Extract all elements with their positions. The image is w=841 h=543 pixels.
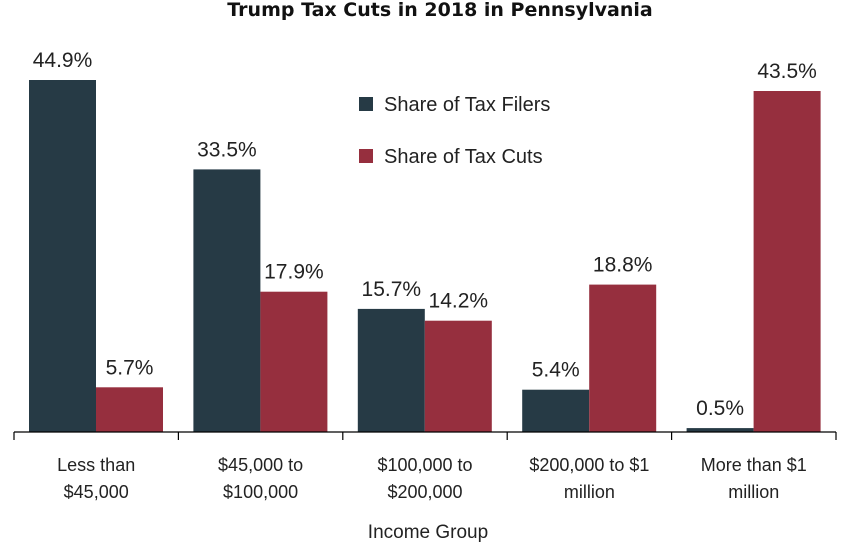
x-tick-label: $45,000 to $100,000: [218, 455, 303, 502]
value-label: 18.8%: [593, 254, 653, 277]
value-label: 44.9%: [33, 49, 93, 72]
bar-cuts-2: [424, 320, 492, 432]
bar-filers-1: [193, 169, 261, 432]
x-tick-label: More than $1 million: [701, 455, 807, 502]
value-labels-group: 44.9% 5.7% 33.5% 17.9% 15.7% 14.2% 5.4% 18.8% 0.…: [33, 49, 817, 420]
value-label: 15.7%: [362, 278, 422, 301]
x-axis: Less than $45,000 $45,000 to $100,000 $100,0…: [13, 431, 837, 502]
bar-cuts-1: [260, 291, 328, 432]
chart-title: Trump Tax Cuts in 2018 in Pennsylvania: [227, 0, 652, 21]
legend-label: Share of Tax Filers: [384, 94, 550, 116]
bar-filers-2: [357, 308, 425, 432]
legend-swatch: [359, 149, 373, 163]
legend: Share of Tax Filers Share of Tax Cuts: [359, 94, 550, 168]
bar-cuts-4: [753, 91, 821, 432]
legend-label: Share of Tax Cuts: [384, 146, 543, 168]
value-label: 0.5%: [696, 397, 744, 420]
x-tick-label: $100,000 to $200,000: [377, 455, 472, 502]
x-tick-label: $200,000 to $1 million: [529, 455, 649, 502]
value-label: 5.4%: [532, 359, 580, 382]
value-label: 5.7%: [106, 356, 154, 379]
x-axis-title: Income Group: [368, 522, 488, 543]
x-tick-label: Less than $45,000: [57, 455, 135, 502]
bar-filers-4: [686, 428, 754, 432]
bar-filers-0: [29, 80, 96, 432]
value-label: 17.9%: [264, 261, 324, 284]
bars-group: [29, 80, 821, 432]
value-label: 43.5%: [757, 60, 817, 83]
legend-swatch: [359, 97, 373, 111]
bar-filers-3: [522, 389, 590, 432]
value-label: 33.5%: [197, 138, 257, 161]
bar-cuts-0: [96, 387, 163, 432]
bar-cuts-3: [589, 284, 657, 432]
value-label: 14.2%: [429, 290, 489, 313]
